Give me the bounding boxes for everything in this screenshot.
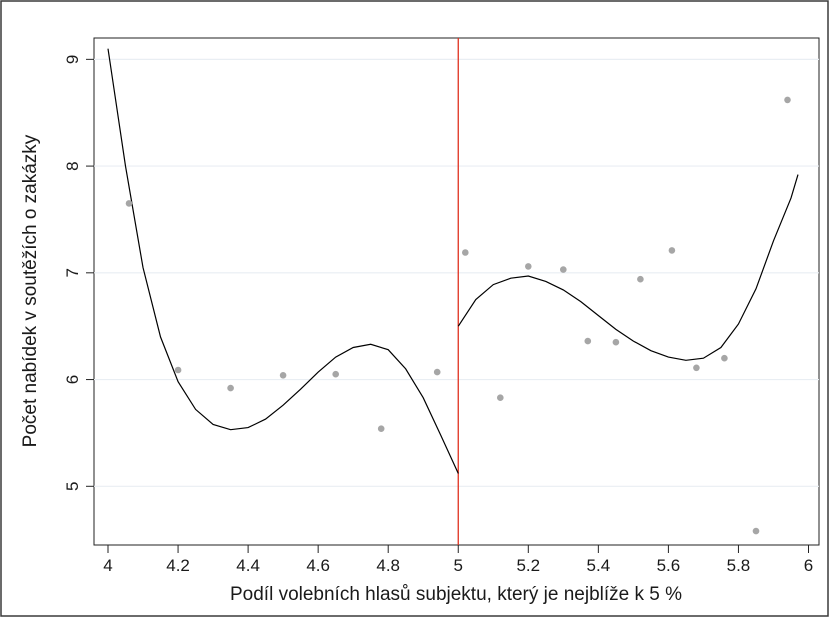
data-point bbox=[637, 275, 644, 283]
data-point bbox=[784, 96, 791, 104]
data-point bbox=[584, 337, 592, 345]
x-tick-label: 5.8 bbox=[727, 556, 751, 575]
x-tick-label: 5.6 bbox=[657, 556, 681, 575]
data-point bbox=[462, 249, 469, 256]
plot-area bbox=[93, 37, 820, 546]
x-axis: 4 4.2 4.4 4.6 4.8 5 5.2 5.4 5.6 5.8 6 bbox=[103, 545, 813, 575]
x-tick-label: 6 bbox=[804, 556, 813, 575]
fit-curve-left bbox=[107, 48, 459, 474]
x-tick-label: 4.8 bbox=[376, 556, 400, 575]
y-axis-label: Počet nabídek v soutěžích o zakázky bbox=[20, 134, 41, 447]
data-point bbox=[433, 368, 441, 376]
x-tick-label: 4.2 bbox=[166, 556, 190, 575]
data-point bbox=[693, 364, 700, 372]
y-axis: 5 6 7 8 9 bbox=[63, 55, 94, 491]
x-tick-label: 4 bbox=[103, 556, 112, 575]
x-axis-label: Podíl volebních hlasů subjektu, který je… bbox=[230, 584, 682, 605]
y-tick-label: 9 bbox=[63, 55, 82, 64]
data-point bbox=[174, 366, 182, 374]
data-point bbox=[279, 372, 287, 379]
data-point bbox=[227, 384, 234, 392]
x-tick-label: 5 bbox=[454, 556, 463, 575]
y-tick-label: 5 bbox=[63, 482, 82, 491]
data-point bbox=[752, 527, 760, 535]
data-point bbox=[721, 354, 728, 362]
fit-curves bbox=[107, 48, 799, 474]
y-tick-label: 6 bbox=[63, 375, 82, 384]
data-point bbox=[668, 247, 676, 254]
data-point bbox=[497, 394, 504, 402]
data-point bbox=[525, 263, 532, 270]
data-point bbox=[612, 338, 620, 346]
fit-curve-right bbox=[457, 174, 799, 361]
x-tick-label: 4.6 bbox=[306, 556, 330, 575]
grid-lines bbox=[94, 58, 819, 487]
data-point bbox=[560, 266, 567, 273]
x-tick-label: 4.4 bbox=[236, 556, 260, 575]
data-points bbox=[125, 96, 791, 535]
y-tick-label: 8 bbox=[63, 161, 82, 170]
x-tick-label: 5.4 bbox=[587, 556, 611, 575]
y-tick-label: 7 bbox=[63, 268, 82, 277]
data-point bbox=[332, 370, 340, 378]
data-point bbox=[377, 425, 385, 433]
data-point bbox=[125, 200, 133, 207]
x-tick-label: 5.2 bbox=[516, 556, 540, 575]
